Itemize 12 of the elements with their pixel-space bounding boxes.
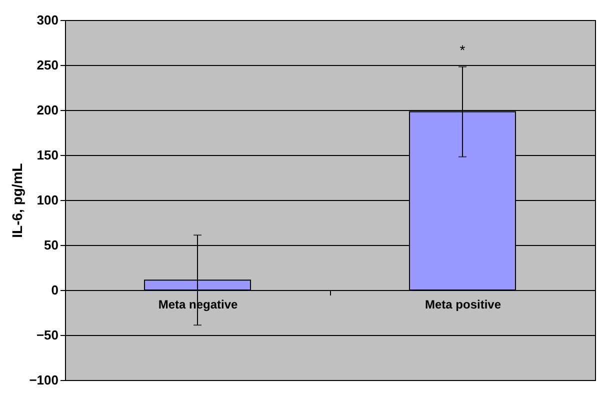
y-tick-label: −100 — [29, 372, 58, 388]
y-tick-label: −50 — [36, 328, 58, 342]
y-tick-label: 50 — [44, 238, 58, 252]
y-tick-label: 100 — [36, 192, 58, 208]
y-tick-label: 300 — [36, 12, 58, 28]
annotation: * — [460, 42, 466, 58]
y-tick-label: 250 — [36, 58, 58, 72]
y-tick-label: 150 — [36, 148, 58, 162]
x-tick-label: Meta positive — [424, 298, 502, 312]
y-tick-label: 200 — [36, 102, 58, 118]
y-axis-title: IL-6, pg/mL — [9, 162, 26, 238]
y-tick-label: 0 — [51, 282, 58, 298]
